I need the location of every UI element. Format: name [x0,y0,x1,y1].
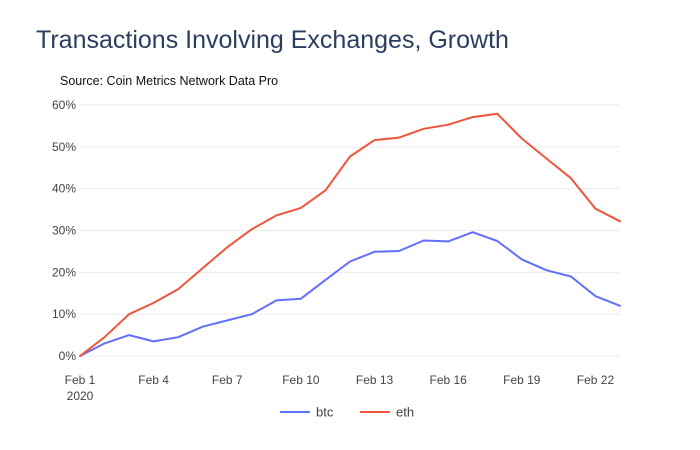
x-tick-label: Feb 10 [282,373,320,387]
legend-label-btc: btc [316,405,334,420]
y-tick-label: 30% [52,224,76,238]
chart-title: Transactions Involving Exchanges, Growth [36,26,509,54]
y-tick-label: 0% [59,349,77,363]
series-line-eth [79,112,621,357]
y-tick-label: 10% [52,307,76,321]
x-tick-sublabel: 2020 [67,389,94,403]
y-tick-label: 40% [52,182,76,196]
x-tick-label: Feb 22 [577,373,615,387]
x-tick-label: Feb 1 [65,373,96,387]
x-tick-label: Feb 4 [138,373,169,387]
x-tick-label: Feb 13 [356,373,394,387]
chart-subtitle: Source: Coin Metrics Network Data Pro [60,74,279,88]
legend-label-eth: eth [396,405,414,420]
x-tick-label: Feb 16 [430,373,468,387]
x-tick-label: Feb 7 [212,373,243,387]
y-tick-label: 50% [52,140,76,154]
y-tick-label: 60% [52,98,76,112]
y-tick-label: 20% [52,265,76,279]
series-line-btc [79,231,621,357]
x-tick-label: Feb 19 [503,373,541,387]
